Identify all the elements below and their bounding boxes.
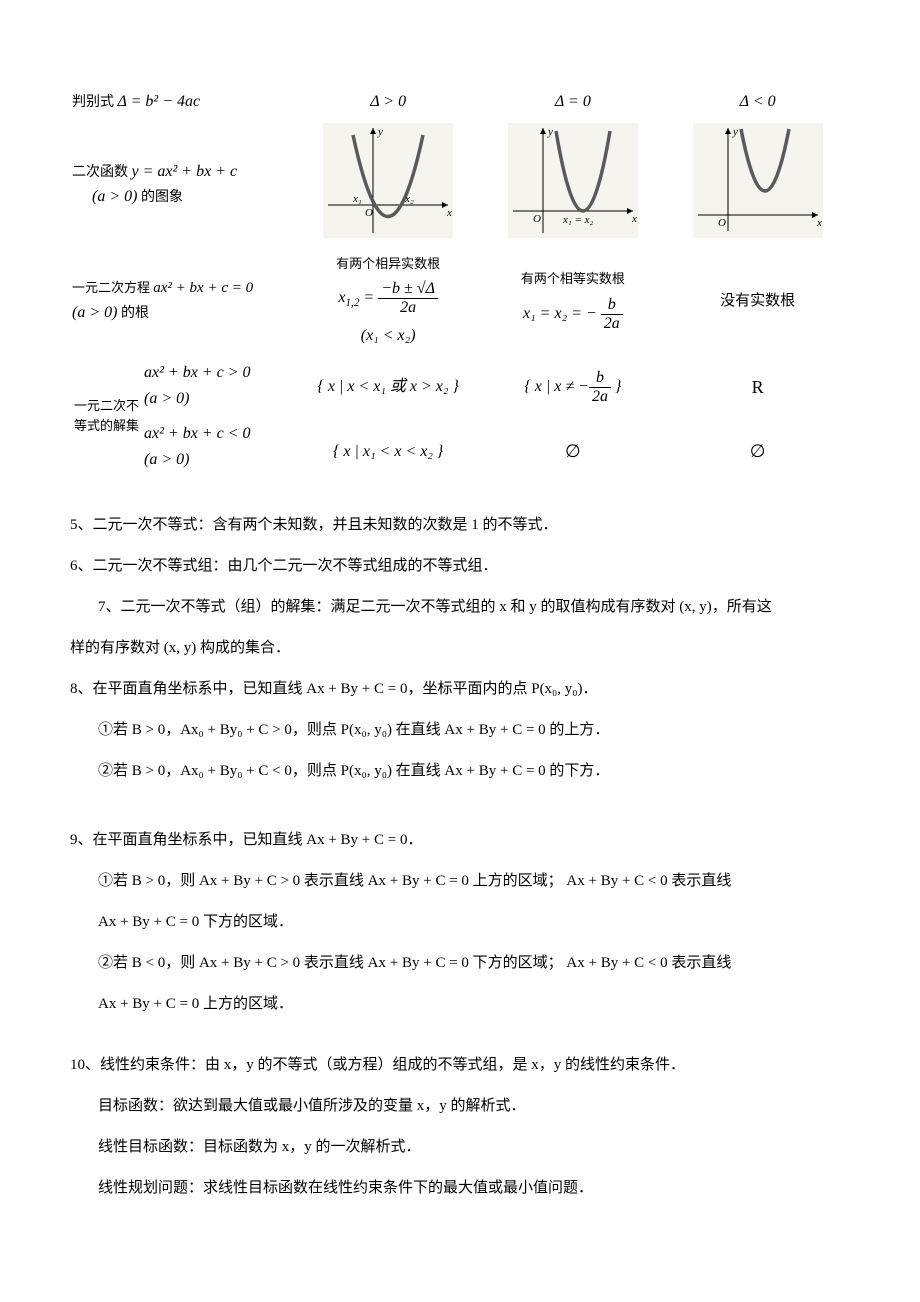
ineq-lt-sub: (a > 0) [144, 451, 189, 468]
ineq-gt-c3: R [752, 377, 764, 397]
para-9-2b: Ax + By + C = 0 上方的区域． [70, 988, 850, 1021]
para-9-2a: ②若 B < 0，则 Ax + By + C > 0 表示直线 Ax + By … [70, 947, 850, 980]
row-roots: 一元二次方程 ax² + bx + c = 0 (a > 0) 的根 有两个相异… [70, 250, 850, 353]
para-7a: 7、二元一次不等式（组）的解集：满足二元一次不等式组的 x 和 y 的取值构成有… [70, 591, 850, 624]
discriminant-label: 判别式 [72, 95, 118, 110]
roots-c2-formula: x₁ = x₂ = − b2a [483, 296, 664, 332]
roots-c2-cap: 有两个相等实数根 [483, 269, 664, 290]
row-function: 二次函数 y = ax² + bx + c (a > 0) (a > 0) 的图… [70, 119, 850, 250]
ineq-lt: ax² + bx + c < 0 [144, 425, 251, 442]
func-formula: y = ax² + bx + c [132, 163, 238, 180]
ineq-lt-c2: ∅ [565, 441, 581, 461]
svg-text:x: x [631, 213, 637, 225]
delta-gt: Δ > 0 [370, 93, 406, 110]
svg-text:O: O [533, 213, 541, 225]
delta-eq: Δ = 0 [555, 93, 591, 110]
svg-text:x₂: x₂ [404, 193, 414, 205]
roots-c3: 没有实数根 [720, 293, 795, 309]
roots-sub: (a > 0) 的根 [72, 306, 149, 321]
para-10a: 目标函数：欲达到最大值或最小值所涉及的变量 x，y 的解析式． [70, 1090, 850, 1123]
svg-text:y: y [732, 126, 738, 138]
graph-two-roots: x y O x₁ x₂ [323, 123, 453, 238]
roots-c1-cap: 有两个相异实数根 [298, 254, 479, 275]
ineq-lt-c3: ∅ [750, 441, 766, 461]
ineq-gt-c1: { x | x < x₁ 或 x > x₂ } [317, 378, 458, 395]
para-8-1: ①若 B > 0，Ax₀ + By₀ + C > 0，则点 P(x₀, y₀) … [70, 714, 850, 747]
roots-formula: ax² + bx + c = 0 [153, 280, 253, 296]
quadratic-table: 判别式 Δ = b² − 4ac Δ > 0 Δ = 0 Δ < 0 二次函数 … [70, 85, 850, 481]
svg-text:O: O [365, 207, 373, 219]
graph-one-root: x y O x₁ = x₂ [508, 123, 638, 238]
ineq-gt-c2: { x | x ≠ −b2a } [524, 378, 621, 395]
svg-text:y: y [377, 126, 383, 138]
discriminant-formula: Δ = b² − 4ac [118, 93, 201, 110]
ineq-lt-c1: { x | x₁ < x < x₂ } [333, 443, 443, 460]
para-6: 6、二元一次不等式组：由几个二元一次不等式组成的不等式组． [70, 550, 850, 583]
svg-text:x₁: x₁ [352, 193, 362, 205]
ineq-side-label: 一元二次不等式的解集 [72, 356, 142, 476]
svg-text:x: x [446, 207, 452, 219]
para-8: 8、在平面直角坐标系中，已知直线 Ax + By + C = 0，坐标平面内的点… [70, 673, 850, 706]
delta-lt: Δ < 0 [740, 93, 776, 110]
para-9-1a: ①若 B > 0，则 Ax + By + C > 0 表示直线 Ax + By … [70, 865, 850, 898]
row-discriminant: 判别式 Δ = b² − 4ac Δ > 0 Δ = 0 Δ < 0 [70, 85, 850, 119]
para-9: 9、在平面直角坐标系中，已知直线 Ax + By + C = 0． [70, 824, 850, 857]
para-8-2: ②若 B > 0，Ax₀ + By₀ + C < 0，则点 P(x₀, y₀) … [70, 755, 850, 788]
para-10: 10、线性约束条件：由 x，y 的不等式（或方程）组成的不等式组，是 x，y 的… [70, 1049, 850, 1082]
roots-c1-below: (x₁ < x₂) [298, 323, 479, 349]
svg-text:O: O [718, 217, 726, 229]
roots-label: 一元二次方程 [72, 280, 153, 295]
para-5: 5、二元一次不等式：含有两个未知数，并且未知数的次数是 1 的不等式． [70, 509, 850, 542]
para-10c: 线性规划问题：求线性目标函数在线性约束条件下的最大值或最小值问题． [70, 1172, 850, 1205]
svg-text:y: y [547, 126, 553, 138]
svg-text:x: x [816, 217, 822, 229]
roots-c1-formula: x1,2 = −b ± √Δ2a [298, 280, 479, 316]
svg-text:x₁ = x₂: x₁ = x₂ [562, 214, 594, 226]
para-9-1b: Ax + By + C = 0 下方的区域． [70, 906, 850, 939]
para-10b: 线性目标函数：目标函数为 x，y 的一次解析式． [70, 1131, 850, 1164]
para-7b: 样的有序数对 (x, y) 构成的集合． [70, 632, 850, 665]
ineq-gt-sub: (a > 0) [144, 390, 189, 407]
row-ineq-gt: 一元二次不等式的解集 ax² + bx + c > 0 (a > 0) ax² … [70, 352, 850, 422]
ineq-gt: ax² + bx + c > 0 [144, 364, 251, 381]
graph-no-root: x y O [693, 123, 823, 238]
func-sub: (a > 0) (a > 0) 的图象的图象 [72, 190, 183, 205]
func-label: 二次函数 [72, 165, 132, 180]
